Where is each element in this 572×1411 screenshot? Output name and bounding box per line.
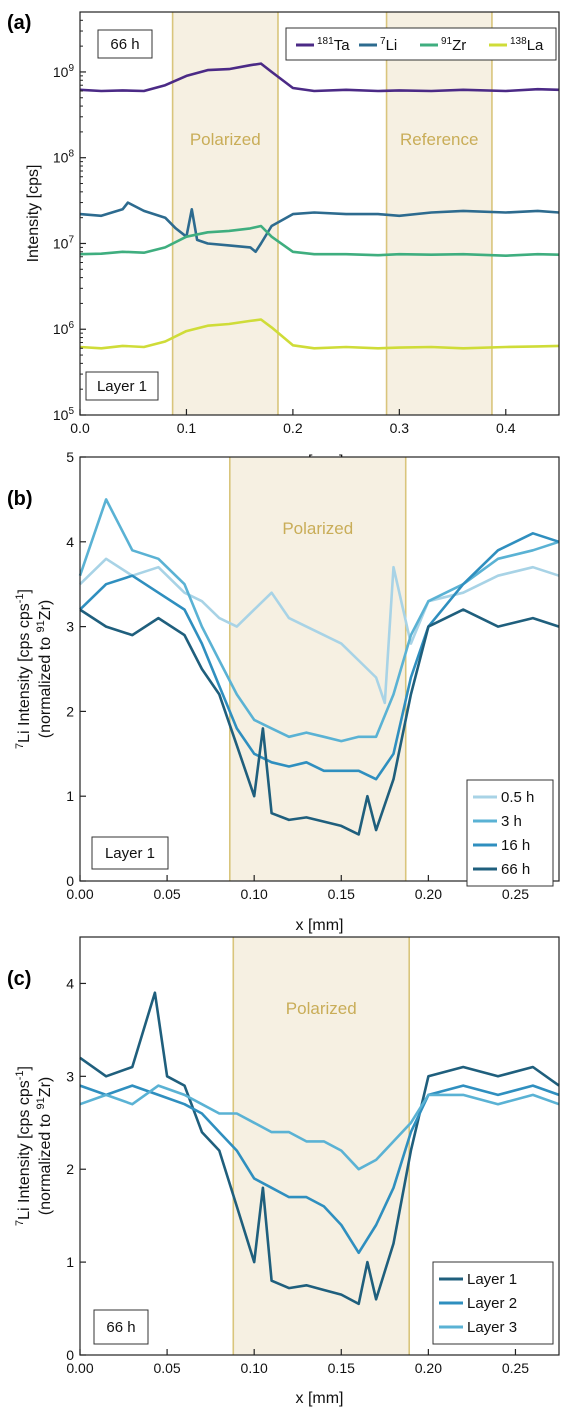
legend-item-li: 7Li — [380, 36, 397, 54]
x-tick-label: 0.10 — [241, 886, 268, 902]
x-tick-label: 0.05 — [153, 886, 180, 902]
layer-label-box — [91, 836, 169, 870]
legend-item-zr: 91Zr — [441, 36, 466, 54]
y-axis-title-line2: (normalized to 91Zr) — [35, 600, 54, 739]
series-h16 — [79, 531, 560, 781]
y-tick-label: 4 — [66, 534, 74, 550]
time-label-box — [93, 1309, 149, 1345]
series-h3 — [78, 498, 560, 743]
time-label: 66 h — [110, 36, 139, 53]
series-layer1 — [79, 991, 560, 1306]
x-tick-label: 0.2 — [283, 420, 303, 436]
y-tick-label: 3 — [66, 1068, 74, 1084]
region-1 — [386, 12, 492, 415]
x-tick-label: 0.25 — [502, 886, 529, 902]
legend-item-h3: 3 h — [501, 813, 522, 830]
y-tick-label: 1 — [66, 1254, 74, 1270]
x-tick-label: 0.25 — [502, 1360, 529, 1376]
y-tick-label: 107 — [53, 234, 75, 251]
time-label-box — [97, 29, 153, 59]
x-tick-label: 0.15 — [328, 886, 355, 902]
region-label: Polarized — [190, 130, 261, 149]
x-tick-label: 0.20 — [415, 886, 442, 902]
y-tick-label: 0 — [66, 1347, 74, 1363]
region-0 — [229, 457, 406, 881]
series-h66 — [79, 608, 560, 836]
y-tick-label: 3 — [66, 619, 74, 635]
series-layer3 — [79, 1084, 560, 1171]
x-tick-label: 0.3 — [390, 420, 410, 436]
legend-item-layer3: Layer 3 — [467, 1319, 517, 1336]
x-tick-label: 0.0 — [70, 420, 90, 436]
legend: 0.5 h 3 h 16 h 66 h — [466, 779, 554, 887]
legend-item-layer1: Layer 1 — [467, 1271, 517, 1288]
legend-item-h05: 0.5 h — [501, 789, 534, 806]
y-tick-label: 4 — [66, 975, 74, 991]
y-tick-label: 109 — [53, 63, 75, 80]
layer-label-box — [85, 371, 159, 401]
panel-label: (b) — [7, 488, 33, 510]
legend-item-h16: 16 h — [501, 837, 530, 854]
x-tick-label: 0.20 — [415, 1360, 442, 1376]
panel-b: Polarized 0.00 0.05 0.10 0.15 0.20 0.25 x [mm] 0… — [7, 449, 560, 934]
series-la — [79, 318, 560, 350]
legend-item-h66: 66 h — [501, 861, 530, 878]
series-zr — [79, 224, 560, 257]
layer-label: Layer 1 — [105, 845, 155, 862]
y-tick-label: 1 — [66, 788, 74, 804]
y-axis-title-line2: (normalized to 91Zr) — [35, 1077, 54, 1216]
x-axis-title: x [mm] — [296, 917, 344, 934]
x-tick-label: 0.00 — [66, 886, 93, 902]
series-li — [79, 201, 560, 254]
plot-frame — [79, 456, 560, 882]
y-tick-label: 106 — [53, 320, 75, 337]
y-axis-title-line1: 7Li Intensity [cps cps-1] — [14, 589, 33, 749]
y-tick-label: 105 — [53, 406, 75, 423]
x-tick-label: 0.15 — [328, 1360, 355, 1376]
x-axis-title: x [mm] — [296, 1390, 344, 1407]
plot-frame — [79, 936, 560, 1356]
panel-label: (a) — [7, 12, 31, 34]
panel-label: (c) — [7, 968, 31, 990]
x-tick-label: 0.1 — [177, 420, 197, 436]
x-tick-label: 0.4 — [496, 420, 516, 436]
x-tick-label: 0.05 — [153, 1360, 180, 1376]
x-tick-label: 0.00 — [66, 1360, 93, 1376]
region-label: Polarized — [282, 519, 353, 538]
legend: 181Ta 7Li 91Zr 138La — [285, 27, 557, 61]
legend-item-la: 138La — [510, 36, 544, 54]
region-0 — [172, 12, 278, 415]
legend-item-ta: 181Ta — [317, 36, 350, 54]
y-tick-label: 108 — [53, 149, 75, 166]
layer-label: Layer 1 — [97, 378, 147, 395]
y-tick-label: 2 — [66, 1161, 74, 1177]
y-axis-title: Intensity [cps] — [25, 165, 42, 263]
panel-c: Polarized 0.00 0.05 0.10 0.15 0.20 0.25 x [mm] 0… — [7, 936, 560, 1407]
time-label: 66 h — [106, 1319, 135, 1336]
region-label: Polarized — [286, 999, 357, 1018]
legend-item-layer2: Layer 2 — [467, 1295, 517, 1312]
plot-frame — [79, 11, 560, 416]
y-tick-label: 5 — [66, 449, 74, 465]
region-label: Reference — [400, 130, 478, 149]
legend: Layer 1 Layer 2 Layer 3 — [432, 1261, 554, 1345]
series-layer2 — [79, 1084, 560, 1255]
y-tick-label: 2 — [66, 703, 74, 719]
x-tick-label: 0.10 — [241, 1360, 268, 1376]
y-tick-label: 0 — [66, 873, 74, 889]
series-ta — [79, 62, 560, 93]
y-axis-title-line1: 7Li Intensity [cps cps-1] — [14, 1066, 33, 1226]
